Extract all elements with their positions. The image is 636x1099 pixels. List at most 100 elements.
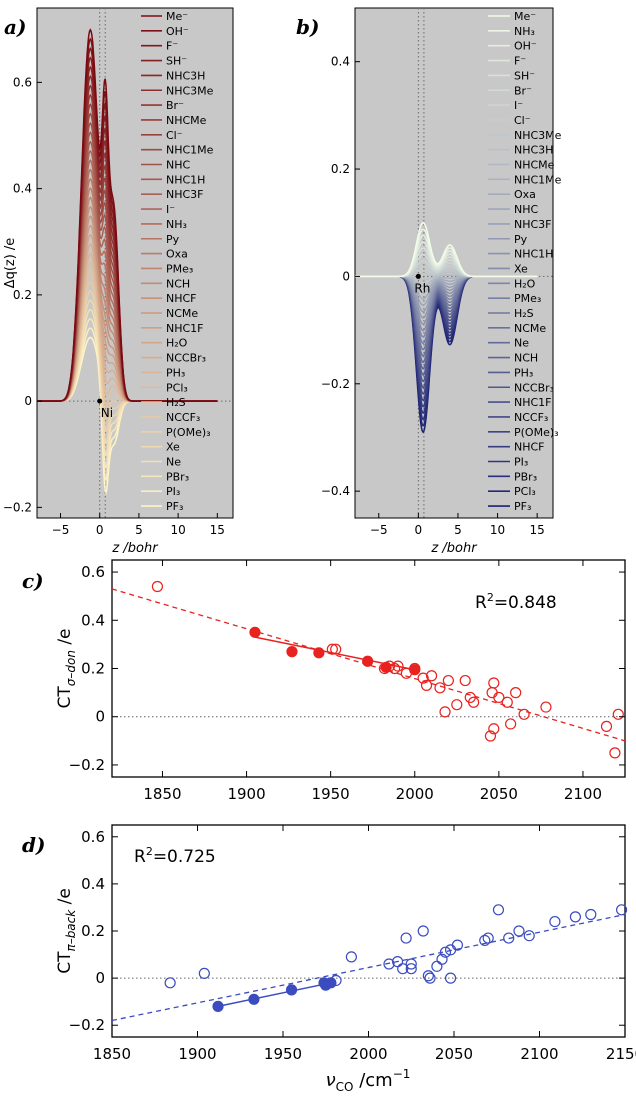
- panel-c-open-point: [451, 699, 463, 711]
- panel-c-ytick-label: 0.2: [81, 660, 105, 678]
- panel-a-legend-label: Me⁻: [166, 10, 188, 23]
- panel-c-xtick-label: 1850: [143, 785, 181, 803]
- panel-c-ylabel-sub: σ–don: [64, 650, 78, 686]
- panel-b-xtick-label: 15: [530, 523, 545, 537]
- panel-a-legend-label: PMe₃: [166, 262, 193, 275]
- panel-b-ytick-label: 0: [342, 269, 350, 283]
- panel-a-xlabel: z /bohr: [111, 541, 159, 556]
- panel-c-xtick-label: 1900: [227, 785, 265, 803]
- panel-c-open-point: [501, 696, 513, 708]
- panel-b-legend-label: NHC3F: [514, 218, 552, 231]
- panel-a-legend-label: NHC: [166, 159, 191, 172]
- panel-c-ylabel-main: CT: [55, 686, 75, 709]
- panel-b-legend-label: F⁻: [514, 55, 526, 68]
- panel-a-legend-label: Xe: [166, 441, 180, 454]
- panel-b-legend-label: I⁻: [514, 99, 523, 112]
- panel-b-legend-label: NHC: [514, 203, 539, 216]
- panel-a-letter: a): [4, 15, 26, 39]
- panel-d-open-point: [405, 963, 417, 975]
- panel-a-legend-label: Py: [166, 233, 180, 246]
- panel-b-profiles-rh: Rh 0.4 0.2 0 −0.2 −0.4 −5 0 5 10 15 z /bohr b) Me⁻ N…: [296, 7, 562, 556]
- panel-d-open-point: [569, 911, 582, 923]
- panel-a-legend-label: NHC3F: [166, 188, 204, 201]
- panel-b-xtick-label: 0: [415, 523, 423, 537]
- panel-a-xtick-label: 10: [170, 523, 185, 537]
- panel-a-legend-label: Cl⁻: [166, 129, 183, 142]
- panel-a-legend-label: Oxa: [166, 248, 188, 261]
- panel-d-xtick-label: 2000: [349, 1045, 387, 1063]
- panel-b-legend-label: SH⁻: [514, 69, 535, 82]
- panel-a-plot-area: [36, 7, 234, 519]
- panel-b-legend-label: Oxa: [514, 188, 536, 201]
- panel-d-open-point: [482, 932, 494, 944]
- panel-c-open-point: [330, 643, 342, 655]
- panel-a-legend-label: I⁻: [166, 203, 175, 216]
- panel-c-open-point: [493, 691, 505, 704]
- panel-c-filled-point: [286, 646, 298, 658]
- panel-b-legend-label: NCCBr₃: [514, 381, 554, 394]
- panel-c-ylabel-unit: /e: [55, 628, 75, 650]
- panel-d-ylabel: CTπ–back /e: [55, 888, 78, 974]
- panel-a-ytick-label: 0: [24, 394, 32, 408]
- panel-c-dashed-fit-line: [111, 588, 626, 742]
- panel-d-pi-backdonation-scatter: 0.6 0.4 0.2 0 −0.2 1850 1900 1950 2000 2050 2100 21…: [22, 824, 636, 1094]
- panel-b-legend-label: P(OMe)₃: [514, 426, 559, 439]
- panel-d-open-point: [397, 963, 409, 975]
- panel-a-legend-label: PBr₃: [166, 470, 189, 483]
- panel-a-series-line: [37, 28, 218, 402]
- panel-a-ytick-label: 0.4: [13, 182, 32, 196]
- panel-c-filled-point: [362, 655, 374, 667]
- panel-b-legend-label: H₂O: [514, 277, 536, 290]
- panel-d-open-point: [585, 908, 597, 921]
- panel-d-xlabel-sub: CO: [336, 1080, 354, 1094]
- panel-c-open-point: [151, 580, 164, 593]
- panel-c-open-point: [488, 677, 500, 689]
- panel-a-axes: 0.6 0.4 0.2 0 −0.2 −5 0 5 10 15 z /bohr Δq(z) /e a): [3, 15, 225, 556]
- panel-d-filled-point: [285, 984, 298, 996]
- panel-a-legend-label: Ne: [166, 456, 181, 469]
- panel-d-xlabel-main: ν: [326, 1070, 336, 1091]
- panel-d-open-point: [615, 904, 628, 916]
- panel-d-solid-fit-line: [217, 982, 332, 1008]
- panel-d-xlabel: νCO /cm−1: [326, 1067, 411, 1094]
- panel-b-axes: 0.4 0.2 0 −0.2 −0.4 −5 0 5 10 15 z /bohr b): [296, 15, 545, 556]
- panel-d-open-point: [439, 946, 452, 958]
- panel-d-r2-sup: 2: [146, 845, 153, 858]
- panel-b-rh-label: Rh: [414, 281, 430, 295]
- panel-d-open-point: [400, 932, 412, 944]
- panel-b-legend-label: Cl⁻: [514, 114, 531, 127]
- panel-b-legend-label: PI₃: [514, 456, 528, 469]
- panel-c-open-point: [488, 723, 500, 735]
- panel-c-open-point: [425, 670, 438, 682]
- panel-b-letter: b): [296, 15, 319, 39]
- panel-c-open-point: [468, 696, 480, 708]
- panel-a-ni-label: Ni: [101, 406, 113, 420]
- panel-a-xtick-label: −5: [52, 523, 70, 537]
- panel-c-open-point: [600, 720, 613, 732]
- panel-d-open-point: [417, 925, 429, 937]
- panel-d-open-point: [444, 972, 457, 984]
- panel-a-legend-label: H₂S: [166, 396, 186, 409]
- panel-c-sigma-donation-scatter: 0.6 0.4 0.2 0 −0.2 1850 1900 1950 2000 2050 2100 CT…: [22, 559, 626, 803]
- panel-b-legend-label: OH⁻: [514, 40, 537, 53]
- panel-a-ylabel: Δq(z) /e: [3, 238, 18, 289]
- panel-c-r2-value: =0.848: [494, 593, 557, 613]
- panel-b-legend-label: Xe: [514, 262, 528, 275]
- panel-d-filled-point: [212, 1000, 224, 1012]
- panel-d-xtick-label: 2100: [520, 1045, 558, 1063]
- panel-c-open-point: [459, 674, 471, 687]
- panel-a-ytick-label: 0.2: [13, 288, 32, 302]
- panel-b-legend-label: Br⁻: [514, 84, 532, 97]
- panel-c-ytick-label: 0: [95, 708, 105, 726]
- panel-a-legend: Me⁻ OH⁻ F⁻ SH⁻NHC3H NHC3Me Br⁻ NHCMe Cl⁻ NHC1Me N…: [141, 10, 214, 513]
- panel-a-legend-label: OH⁻: [166, 25, 189, 38]
- panel-a-legend-label: PH₃: [166, 366, 185, 379]
- panel-d-ylabel-main: CT: [55, 951, 75, 974]
- panel-b-ytick-label: 0.4: [331, 55, 350, 69]
- panel-b-ytick-label: −0.4: [321, 484, 350, 498]
- panel-a-legend-label: Br⁻: [166, 99, 184, 112]
- panel-c-open-point: [326, 643, 338, 655]
- panel-b-xlabel: z /bohr: [430, 541, 478, 556]
- panel-b-legend-label: Py: [514, 233, 528, 246]
